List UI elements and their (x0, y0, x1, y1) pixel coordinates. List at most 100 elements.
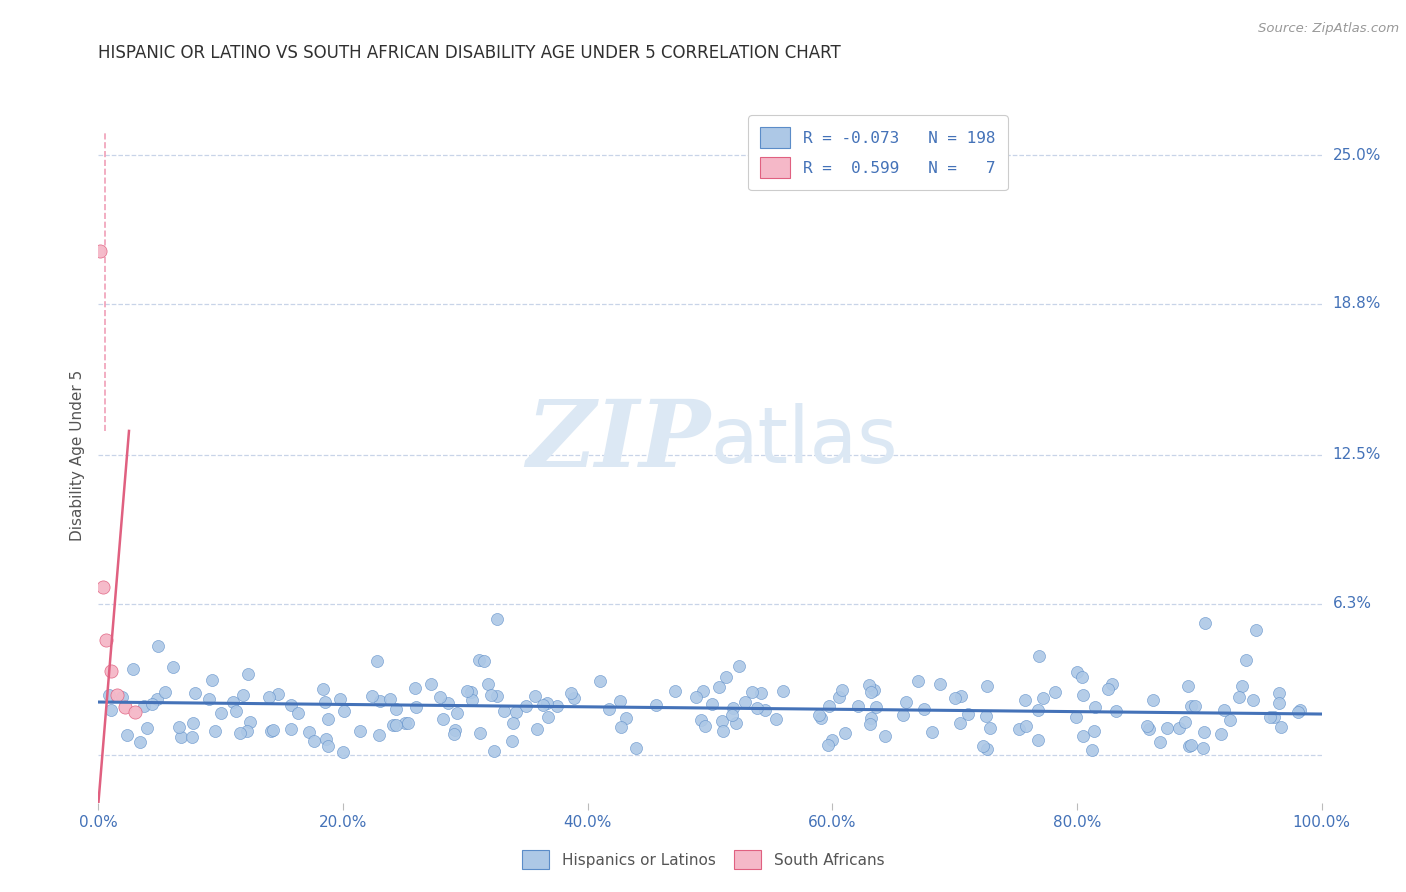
Point (929, 677, 952, 691)
Point (1066, 665, 1088, 680)
Text: atlas: atlas (710, 403, 897, 479)
Point (1243, 693, 1265, 707)
Point (94, 632, 117, 647)
Point (858, 678, 880, 692)
Point (624, 741, 647, 756)
Point (380, 691, 402, 706)
Point (721, 701, 744, 715)
Text: 12.5%: 12.5% (1333, 448, 1381, 462)
Point (1167, 721, 1189, 735)
Point (146, 692, 169, 706)
Point (100, 703, 122, 717)
Point (153, 685, 176, 699)
Point (1177, 679, 1199, 693)
Point (89, 244, 111, 258)
Point (396, 716, 419, 731)
Point (765, 712, 787, 726)
Point (100, 664, 122, 678)
Point (1105, 704, 1128, 718)
Point (1026, 703, 1049, 717)
Point (141, 697, 163, 711)
Point (700, 698, 723, 712)
Point (298, 725, 321, 739)
Point (432, 712, 454, 726)
Point (1156, 721, 1178, 735)
Point (222, 695, 245, 709)
Point (420, 677, 443, 691)
Point (167, 720, 190, 734)
Point (468, 653, 491, 667)
Point (1192, 724, 1215, 739)
Point (1288, 703, 1310, 717)
Point (1043, 685, 1066, 699)
Point (302, 733, 325, 747)
Point (1174, 715, 1197, 730)
Point (349, 724, 371, 739)
Point (239, 715, 262, 730)
Point (734, 695, 756, 709)
Point (332, 746, 354, 760)
Point (477, 677, 499, 691)
Point (201, 673, 224, 688)
Point (810, 711, 832, 725)
Point (479, 688, 502, 702)
Point (1194, 615, 1216, 630)
Point (1234, 653, 1257, 667)
Point (710, 714, 733, 728)
Text: 25.0%: 25.0% (1333, 147, 1381, 162)
Point (260, 724, 283, 739)
Point (725, 716, 748, 731)
Point (1015, 719, 1038, 733)
Point (329, 692, 352, 706)
Point (820, 733, 842, 747)
Point (1270, 720, 1292, 734)
Point (1142, 693, 1164, 707)
Point (381, 718, 404, 732)
Point (280, 722, 302, 736)
Point (598, 702, 620, 716)
Point (1213, 703, 1236, 717)
Point (181, 731, 204, 745)
Point (287, 706, 309, 720)
Point (114, 699, 136, 714)
Point (1026, 733, 1049, 747)
Point (536, 697, 558, 711)
Point (772, 684, 794, 698)
Point (610, 720, 633, 734)
Point (979, 721, 1001, 735)
Point (1071, 688, 1094, 702)
Point (695, 719, 717, 733)
Point (817, 699, 839, 714)
Point (1180, 698, 1202, 713)
Point (685, 690, 707, 704)
Point (526, 722, 548, 736)
Text: Source: ZipAtlas.com: Source: ZipAtlas.com (1258, 22, 1399, 36)
Point (124, 705, 146, 719)
Point (501, 734, 523, 748)
Point (492, 704, 515, 718)
Point (502, 715, 524, 730)
Point (485, 612, 508, 626)
Point (384, 718, 406, 732)
Point (976, 679, 998, 693)
Point (828, 690, 851, 704)
Point (972, 739, 994, 754)
Point (229, 726, 252, 740)
Point (170, 731, 193, 745)
Text: ZIP: ZIP (526, 396, 710, 486)
Point (360, 689, 382, 703)
Point (859, 716, 882, 731)
Point (1244, 623, 1267, 637)
Point (204, 724, 226, 739)
Point (1219, 713, 1241, 727)
Point (198, 692, 221, 706)
Point (333, 704, 356, 718)
Text: 18.8%: 18.8% (1333, 296, 1381, 311)
Point (834, 726, 856, 740)
Point (1083, 724, 1105, 739)
Point (1268, 686, 1291, 700)
Point (484, 744, 506, 758)
Point (956, 707, 979, 722)
Text: 6.3%: 6.3% (1333, 596, 1372, 611)
Point (315, 732, 337, 747)
